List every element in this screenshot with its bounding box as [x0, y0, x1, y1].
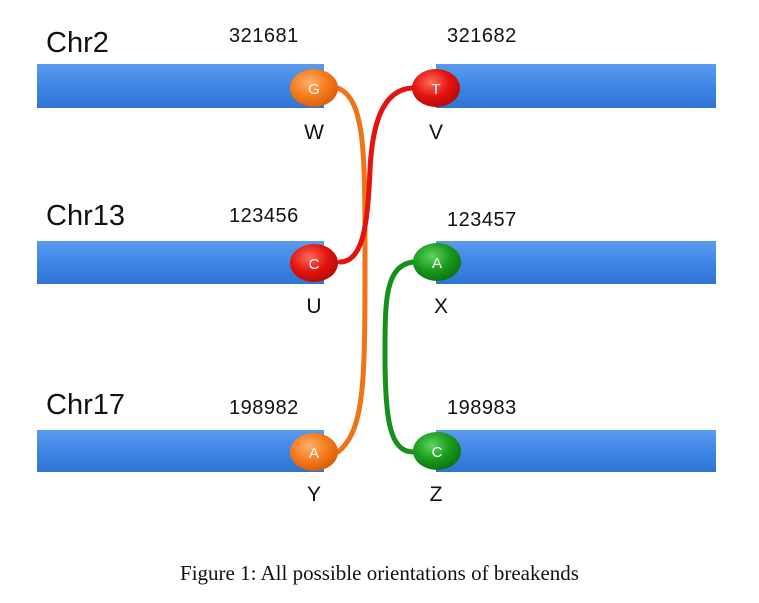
chromosome-label: Chr17 [46, 389, 125, 421]
left-position-label: 321681 [229, 25, 299, 47]
chromosome-right-segment [436, 241, 716, 284]
chromosome-left-segment [37, 241, 324, 284]
breakend-node-u: C [290, 244, 338, 282]
breakend-base: C [309, 256, 320, 273]
chromosome-right-segment [436, 64, 716, 108]
chromosome-right-segment [436, 430, 716, 472]
chromosome-left-segment [37, 430, 324, 472]
breakend-base: G [308, 81, 320, 98]
left-position-label: 123456 [229, 205, 299, 227]
breakend-node-w: G [290, 69, 338, 107]
breakend-node-z: C [413, 432, 461, 470]
figure-caption: Figure 1: All possible orientations of b… [180, 561, 579, 585]
connection-green-x-z [382, 259, 416, 455]
breakend-base: A [432, 255, 442, 272]
breakend-base: A [309, 445, 319, 462]
breakend-label-u: U [306, 295, 321, 318]
connection-red-v-u [337, 85, 415, 265]
breakend-label-z: Z [430, 483, 443, 506]
breakend-base: C [432, 444, 443, 461]
connection-orange-w-y [335, 85, 368, 455]
breakend-node-y: A [290, 433, 338, 471]
chromosome-label: Chr13 [46, 200, 125, 232]
breakend-node-v: T [412, 69, 460, 107]
chromosome-label: Chr2 [46, 27, 109, 59]
right-position-label: 321682 [447, 25, 517, 47]
right-position-label: 198983 [447, 397, 517, 419]
breakend-label-w: W [304, 121, 324, 144]
left-position-label: 198982 [229, 397, 299, 419]
breakend-label-x: X [434, 295, 448, 318]
breakend-base: T [431, 81, 440, 98]
breakend-label-y: Y [307, 483, 321, 506]
right-position-label: 123457 [447, 209, 517, 231]
breakend-label-v: V [429, 121, 443, 144]
breakend-node-x: A [413, 243, 461, 281]
chromosome-left-segment [37, 64, 324, 108]
